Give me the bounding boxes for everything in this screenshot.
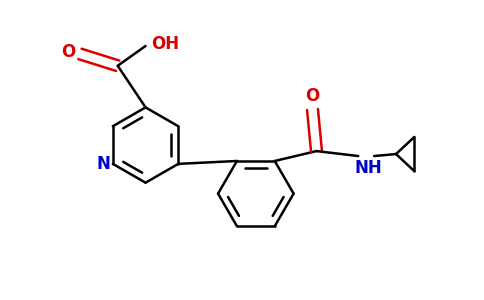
Text: NH: NH	[354, 159, 382, 177]
Text: N: N	[97, 155, 111, 173]
Text: O: O	[305, 87, 319, 105]
Text: O: O	[61, 43, 75, 61]
Text: OH: OH	[151, 35, 180, 53]
